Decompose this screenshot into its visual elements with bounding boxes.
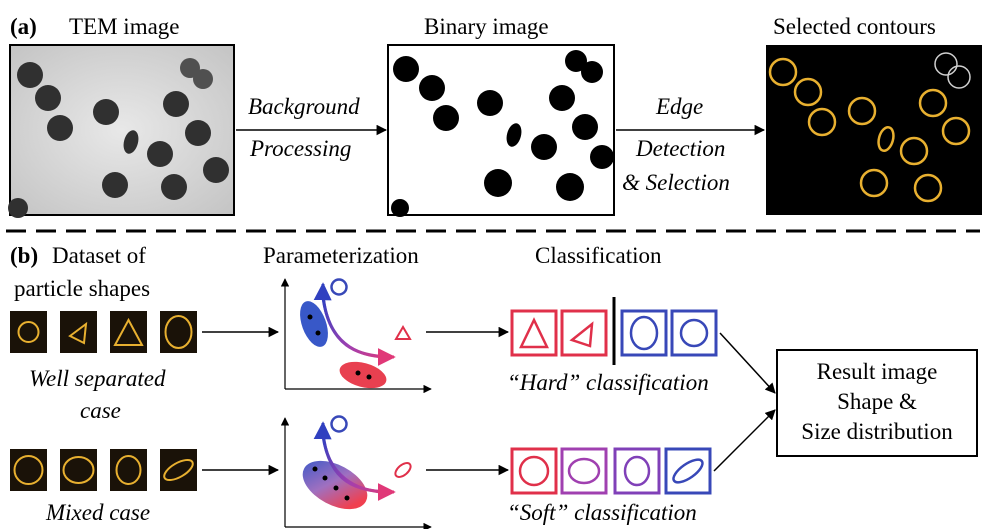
hard-classification-label: “Hard” classification <box>507 370 709 395</box>
result-line2: Shape & <box>837 389 917 414</box>
tem-image-title: TEM image <box>69 14 180 39</box>
dataset-well-separated <box>10 311 197 353</box>
contours-title: Selected contours <box>773 14 936 39</box>
arrow2-label-line3: & Selection <box>622 170 730 195</box>
dataset-title-line2: particle shapes <box>14 276 151 301</box>
classification-title: Classification <box>535 243 662 268</box>
well-separated-line1: Well separated <box>29 366 166 391</box>
arrow-soft-to-result <box>713 409 776 472</box>
mixed-case-label: Mixed case <box>46 500 151 525</box>
binary-image <box>387 44 615 217</box>
soft-classification-label: “Soft” classification <box>507 500 697 525</box>
soft-classification-boxes <box>510 447 712 495</box>
parameterization-title: Parameterization <box>263 243 419 268</box>
well-separated-line2: case <box>80 398 121 423</box>
panel-a-label: (a) <box>10 14 37 39</box>
contours-image <box>766 45 982 215</box>
result-line1: Result image <box>816 359 938 384</box>
arrow1-label-line1: Background <box>248 94 360 119</box>
dataset-mixed <box>10 449 197 491</box>
arrow1-label-line2: Processing <box>250 136 352 161</box>
dataset-title-line1: Dataset of <box>52 243 146 268</box>
binary-image-title: Binary image <box>424 14 549 39</box>
parameterization-plot-2 <box>280 415 432 529</box>
result-line3: Size distribution <box>801 419 953 444</box>
arrow-hard-to-result <box>719 332 776 394</box>
result-box: Result image Shape & Size distribution <box>776 349 978 457</box>
arrow2-label-line1: Edge <box>656 94 704 119</box>
tem-image <box>8 44 235 218</box>
parameterization-plot-1 <box>280 278 432 394</box>
arrow2-label-line2: Detection <box>636 136 726 161</box>
panel-b-label: (b) <box>10 243 39 268</box>
hard-classification-boxes <box>510 297 718 365</box>
